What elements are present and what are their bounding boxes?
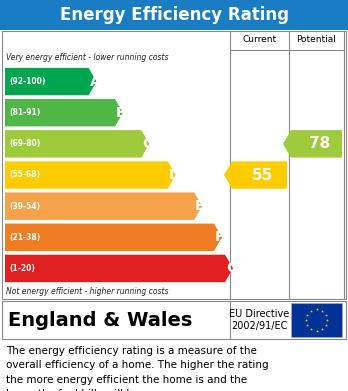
Text: (92-100): (92-100) xyxy=(9,77,45,86)
Text: (81-91): (81-91) xyxy=(9,108,40,117)
Text: 78: 78 xyxy=(309,136,330,151)
Text: The energy efficiency rating is a measure of the
overall efficiency of a home. T: The energy efficiency rating is a measur… xyxy=(6,346,269,391)
Text: (39-54): (39-54) xyxy=(9,202,40,211)
Text: 55: 55 xyxy=(252,167,273,183)
Text: C: C xyxy=(142,137,153,151)
Polygon shape xyxy=(5,224,222,251)
Text: Potential: Potential xyxy=(296,36,337,45)
Polygon shape xyxy=(5,99,123,126)
Text: England & Wales: England & Wales xyxy=(8,310,192,330)
Text: (55-68): (55-68) xyxy=(9,170,40,179)
Text: F: F xyxy=(215,230,224,244)
Bar xyxy=(291,303,342,337)
Text: Energy Efficiency Rating: Energy Efficiency Rating xyxy=(60,6,288,24)
Bar xyxy=(0,0,348,30)
Polygon shape xyxy=(5,192,202,220)
Text: (21-38): (21-38) xyxy=(9,233,40,242)
Text: B: B xyxy=(116,106,127,120)
Text: A: A xyxy=(89,75,100,89)
Bar xyxy=(2,301,346,339)
Text: (69-80): (69-80) xyxy=(9,139,40,148)
Polygon shape xyxy=(5,161,176,189)
Text: G: G xyxy=(226,262,237,275)
Polygon shape xyxy=(5,130,149,158)
Text: Current: Current xyxy=(243,36,277,45)
Polygon shape xyxy=(5,68,97,95)
Polygon shape xyxy=(224,161,287,189)
Text: Very energy efficient - lower running costs: Very energy efficient - lower running co… xyxy=(6,54,168,63)
Text: D: D xyxy=(169,168,180,182)
Polygon shape xyxy=(283,130,342,158)
Text: 2002/91/EC: 2002/91/EC xyxy=(231,321,288,331)
Polygon shape xyxy=(5,255,233,282)
Text: Not energy efficient - higher running costs: Not energy efficient - higher running co… xyxy=(6,287,168,296)
Text: EU Directive: EU Directive xyxy=(229,309,290,319)
Text: E: E xyxy=(195,199,205,213)
Bar xyxy=(2,31,346,299)
Text: (1-20): (1-20) xyxy=(9,264,35,273)
